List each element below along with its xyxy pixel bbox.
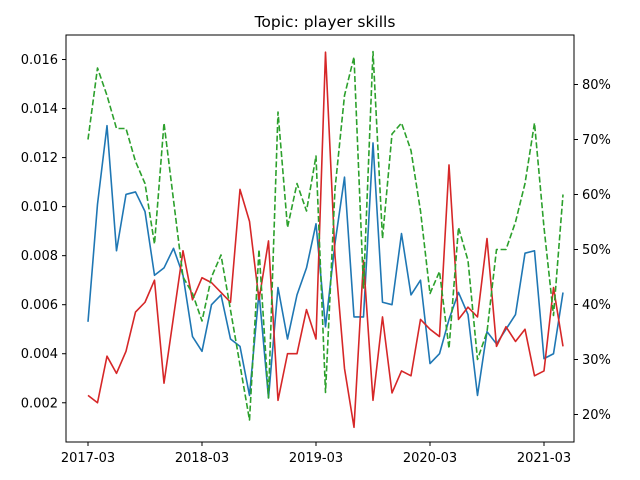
y-left-tick-label: 0.014 xyxy=(21,102,58,117)
x-tick-label: 2018-03 xyxy=(175,451,229,466)
y-right-tick-label: 50% xyxy=(582,243,611,258)
plot-area xyxy=(87,50,564,429)
y-right-tick-label: 20% xyxy=(582,408,611,423)
y-left-tick-label: 0.010 xyxy=(21,200,58,215)
y-left-tick-label: 0.004 xyxy=(21,347,58,362)
chart-title: Topic: player skills xyxy=(254,13,396,31)
y-left-tick-label: 0.006 xyxy=(21,298,58,313)
y-left-tick-label: 0.008 xyxy=(21,249,58,264)
y-left-tick-label: 0.012 xyxy=(21,151,58,166)
x-tick-label: 2021-03 xyxy=(517,451,571,466)
x-tick-label: 2019-03 xyxy=(289,451,343,466)
axes-frame xyxy=(65,34,575,443)
series-line-2 xyxy=(87,51,564,429)
x-tick-label: 2020-03 xyxy=(403,451,457,466)
y-right-tick-label: 60% xyxy=(582,188,611,203)
y-left-tick-label: 0.002 xyxy=(21,396,58,411)
series-line-1 xyxy=(87,124,564,399)
series-line-3 xyxy=(87,50,564,421)
y-right-tick-label: 70% xyxy=(582,133,611,148)
y-right-tick-label: 80% xyxy=(582,78,611,93)
y-right-tick-label: 40% xyxy=(582,298,611,313)
y-left-tick-label: 0.016 xyxy=(21,53,58,68)
y-right-tick-label: 30% xyxy=(582,353,611,368)
x-tick-label: 2017-03 xyxy=(61,451,115,466)
axis-ticks: 2017-03 2018-03 2019-03 2020-03 2021-03 0.002… xyxy=(21,53,611,466)
